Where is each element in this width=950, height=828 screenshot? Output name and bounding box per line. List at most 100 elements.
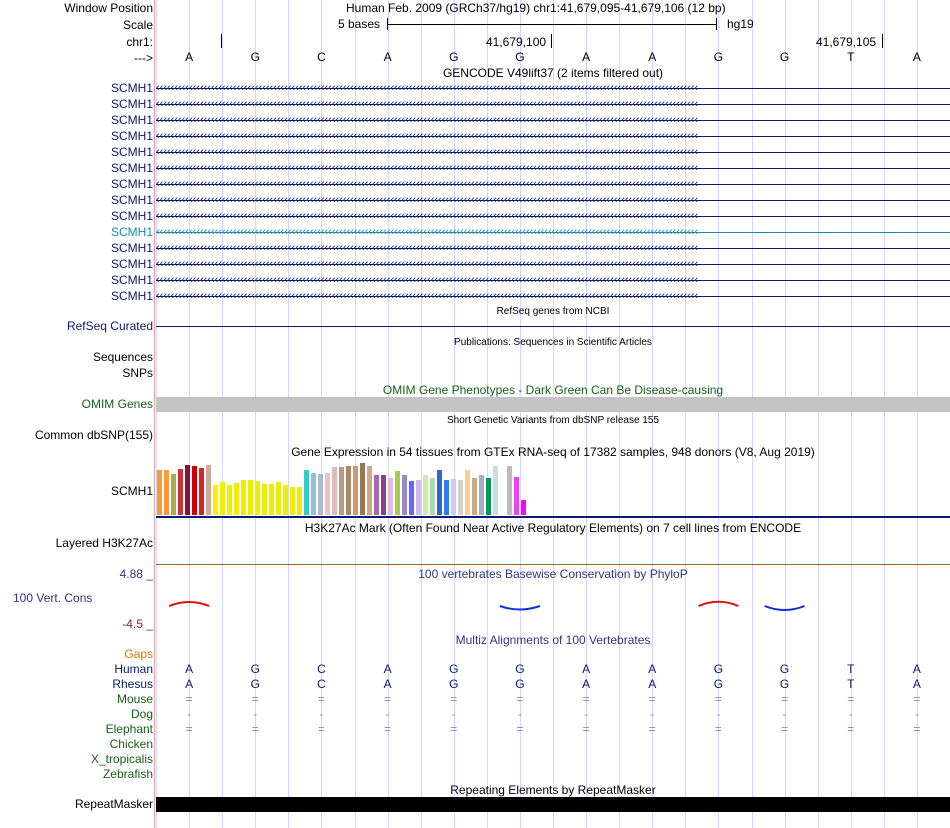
gtex-tissue-bar[interactable] [213,485,218,515]
gencode-gene-track[interactable]: ‹‹‹‹‹‹‹‹‹‹‹‹‹‹‹‹‹‹‹‹‹‹‹‹‹‹‹‹‹‹‹‹‹‹‹‹‹‹‹‹… [156,129,950,143]
gtex-tissue-bar[interactable] [507,466,512,515]
gencode-gene-track[interactable]: ‹‹‹‹‹‹‹‹‹‹‹‹‹‹‹‹‹‹‹‹‹‹‹‹‹‹‹‹‹‹‹‹‹‹‹‹‹‹‹‹… [156,145,950,159]
multiz-species-label[interactable]: Human [114,662,153,676]
gtex-tissue-bar[interactable] [199,468,204,515]
gtex-tissue-bar[interactable] [297,487,302,515]
refseq-label[interactable]: RefSeq Curated [66,319,153,333]
gtex-tissue-bar[interactable] [157,470,162,515]
gtex-tissue-bar[interactable] [227,485,232,515]
multiz-species-label[interactable]: X_tropicalis [90,752,153,766]
gtex-tissue-bar[interactable] [465,470,470,515]
gencode-gene-track[interactable]: ‹‹‹‹‹‹‹‹‹‹‹‹‹‹‹‹‹‹‹‹‹‹‹‹‹‹‹‹‹‹‹‹‹‹‹‹‹‹‹‹… [156,177,950,191]
dbsnp-label[interactable]: Common dbSNP(155) [34,428,153,442]
repeatmasker-label[interactable]: RepeatMasker [74,797,153,811]
gtex-tissue-bar[interactable] [325,473,330,515]
gtex-tissue-bar[interactable] [395,471,400,515]
multiz-species-label[interactable]: Chicken [109,737,153,751]
gtex-tissue-bar[interactable] [262,484,267,515]
gtex-tissue-bar[interactable] [332,467,337,515]
gencode-gene-track[interactable]: ‹‹‹‹‹‹‹‹‹‹‹‹‹‹‹‹‹‹‹‹‹‹‹‹‹‹‹‹‹‹‹‹‹‹‹‹‹‹‹‹… [156,241,950,255]
multiz-species-label[interactable]: Rhesus [112,677,153,691]
gtex-tissue-bar[interactable] [430,478,435,515]
gtex-tissue-bar[interactable] [521,500,526,515]
gtex-label[interactable]: SCMH1 [110,484,153,498]
gtex-tissue-bar[interactable] [360,463,365,515]
gtex-tissue-bar[interactable] [451,479,456,515]
gtex-tissue-bar[interactable] [374,475,379,515]
multiz-species-label[interactable]: Elephant [105,722,153,736]
gtex-tissue-bar[interactable] [241,480,246,515]
phylop-label[interactable]: 100 Vert. Cons [13,591,93,605]
gencode-gene-label[interactable]: SCMH1 [110,241,153,255]
phylop-track[interactable] [156,590,950,620]
gtex-tissue-bar[interactable] [486,478,491,515]
gtex-tissue-bar[interactable] [185,465,190,515]
gencode-gene-label[interactable]: SCMH1 [110,145,153,159]
h3k27ac-label[interactable]: Layered H3K27Ac [55,536,153,550]
gencode-gene-label[interactable]: SCMH1 [110,161,153,175]
gtex-tissue-bar[interactable] [311,473,316,515]
gencode-gene-track[interactable]: ‹‹‹‹‹‹‹‹‹‹‹‹‹‹‹‹‹‹‹‹‹‹‹‹‹‹‹‹‹‹‹‹‹‹‹‹‹‹‹‹… [156,193,950,207]
gtex-tissue-bar[interactable] [339,467,344,515]
gtex-tissue-bar[interactable] [255,481,260,515]
gtex-tissue-bar[interactable] [381,475,386,515]
gtex-tissue-bar[interactable] [283,485,288,515]
gtex-tissue-bar[interactable] [192,466,197,515]
gencode-gene-track[interactable]: ‹‹‹‹‹‹‹‹‹‹‹‹‹‹‹‹‹‹‹‹‹‹‹‹‹‹‹‹‹‹‹‹‹‹‹‹‹‹‹‹… [156,225,950,239]
gencode-gene-label[interactable]: SCMH1 [110,225,153,239]
gencode-gene-label[interactable]: SCMH1 [110,193,153,207]
gencode-gene-track[interactable]: ‹‹‹‹‹‹‹‹‹‹‹‹‹‹‹‹‹‹‹‹‹‹‹‹‹‹‹‹‹‹‹‹‹‹‹‹‹‹‹‹… [156,161,950,175]
gtex-tissue-bar[interactable] [346,466,351,515]
gtex-tissue-bar[interactable] [493,466,498,515]
gencode-gene-label[interactable]: SCMH1 [110,177,153,191]
h3k27ac-track-line[interactable] [156,564,950,565]
gtex-tissue-bar[interactable] [248,480,253,515]
gtex-bar-chart[interactable] [155,460,535,515]
gtex-tissue-bar[interactable] [276,482,281,515]
gencode-gene-label[interactable]: SCMH1 [110,209,153,223]
gtex-tissue-bar[interactable] [458,480,463,515]
gencode-gene-label[interactable]: SCMH1 [110,81,153,95]
gtex-tissue-bar[interactable] [234,483,239,515]
gencode-gene-track[interactable]: ‹‹‹‹‹‹‹‹‹‹‹‹‹‹‹‹‹‹‹‹‹‹‹‹‹‹‹‹‹‹‹‹‹‹‹‹‹‹‹‹… [156,273,950,287]
gtex-tissue-bar[interactable] [269,484,274,515]
gtex-tissue-bar[interactable] [423,475,428,515]
repeatmasker-track-bar[interactable] [156,797,950,812]
gencode-gene-track[interactable]: ‹‹‹‹‹‹‹‹‹‹‹‹‹‹‹‹‹‹‹‹‹‹‹‹‹‹‹‹‹‹‹‹‹‹‹‹‹‹‹‹… [156,257,950,271]
snps-label[interactable]: SNPs [122,366,153,380]
multiz-species-label[interactable]: Mouse [116,692,153,706]
omim-label[interactable]: OMIM Genes [81,397,153,411]
multiz-species-label[interactable]: Dog [130,707,153,721]
gtex-tissue-bar[interactable] [479,475,484,515]
gencode-gene-label[interactable]: SCMH1 [110,289,153,303]
gencode-gene-label[interactable]: SCMH1 [110,257,153,271]
omim-track-bar[interactable] [156,397,950,412]
gtex-tissue-bar[interactable] [353,466,358,515]
gencode-gene-label[interactable]: SCMH1 [110,113,153,127]
gtex-tissue-bar[interactable] [290,487,295,515]
publications-label[interactable]: Sequences [92,350,153,364]
gtex-tissue-bar[interactable] [444,480,449,515]
gtex-tissue-bar[interactable] [388,478,393,515]
gtex-tissue-bar[interactable] [500,469,505,515]
gtex-tissue-bar[interactable] [437,470,442,515]
gencode-gene-track[interactable]: ‹‹‹‹‹‹‹‹‹‹‹‹‹‹‹‹‹‹‹‹‹‹‹‹‹‹‹‹‹‹‹‹‹‹‹‹‹‹‹‹… [156,81,950,95]
gtex-tissue-bar[interactable] [220,482,225,515]
gtex-tissue-bar[interactable] [318,474,323,515]
gencode-gene-label[interactable]: SCMH1 [110,97,153,111]
gtex-tissue-bar[interactable] [416,480,421,515]
gtex-tissue-bar[interactable] [514,477,519,515]
gtex-tissue-bar[interactable] [409,481,414,515]
gencode-gene-track[interactable]: ‹‹‹‹‹‹‹‹‹‹‹‹‹‹‹‹‹‹‹‹‹‹‹‹‹‹‹‹‹‹‹‹‹‹‹‹‹‹‹‹… [156,97,950,111]
gtex-tissue-bar[interactable] [171,474,176,515]
gtex-tissue-bar[interactable] [178,469,183,515]
gtex-tissue-bar[interactable] [206,465,211,515]
gtex-tissue-bar[interactable] [164,470,169,515]
gtex-tissue-bar[interactable] [472,478,477,515]
multiz-species-label[interactable]: Zebrafish [102,767,153,781]
gencode-gene-track[interactable]: ‹‹‹‹‹‹‹‹‹‹‹‹‹‹‹‹‹‹‹‹‹‹‹‹‹‹‹‹‹‹‹‹‹‹‹‹‹‹‹‹… [156,209,950,223]
gencode-gene-label[interactable]: SCMH1 [110,273,153,287]
gencode-gene-track[interactable]: ‹‹‹‹‹‹‹‹‹‹‹‹‹‹‹‹‹‹‹‹‹‹‹‹‹‹‹‹‹‹‹‹‹‹‹‹‹‹‹‹… [156,289,950,303]
refseq-track-line[interactable] [156,326,950,327]
gtex-tissue-bar[interactable] [402,475,407,515]
